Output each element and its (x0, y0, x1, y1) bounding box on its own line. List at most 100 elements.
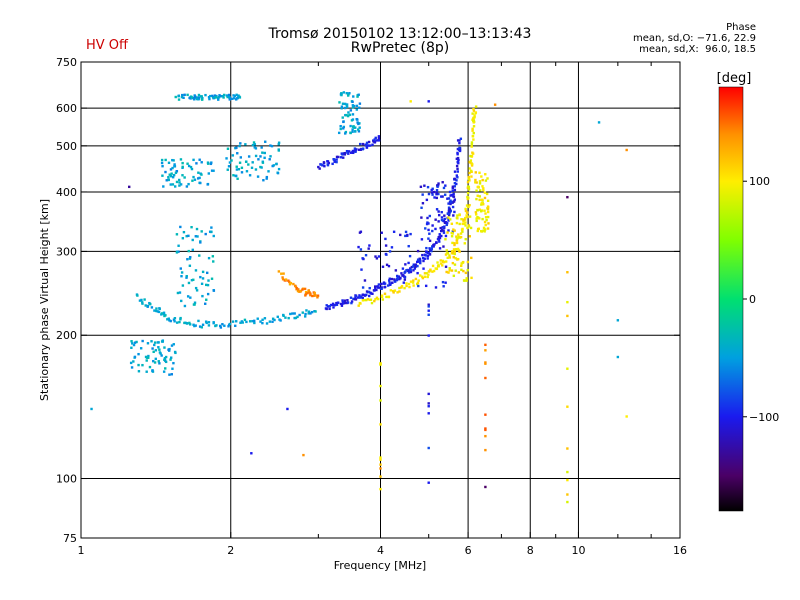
cluster-point (228, 98, 231, 101)
x-tick-label: 1 (78, 544, 85, 557)
cluster-point (404, 263, 407, 266)
cluster-point (478, 195, 482, 198)
data-points (90, 91, 628, 504)
cluster-point (275, 162, 278, 166)
trace-point (389, 289, 393, 292)
cluster-point (455, 236, 459, 239)
cluster-point (245, 160, 248, 163)
cluster-point (425, 246, 428, 250)
cluster-point (431, 187, 434, 190)
cluster-point (476, 227, 480, 231)
x-tick-label: 8 (527, 544, 534, 557)
trace-point (469, 154, 472, 158)
cluster-point (390, 246, 394, 249)
cluster-point (215, 94, 218, 98)
cluster-point (197, 171, 200, 174)
cluster-point (277, 148, 280, 151)
trace-point (358, 294, 361, 297)
cluster-point (132, 360, 135, 363)
cluster-point (212, 169, 215, 172)
trace-point (405, 282, 408, 285)
trace-point (179, 318, 182, 321)
cluster-point (437, 213, 441, 217)
cluster-point (167, 178, 171, 182)
cluster-point (131, 342, 134, 345)
trace-point (400, 272, 403, 275)
cluster-point (173, 185, 177, 188)
cluster-point (235, 93, 238, 97)
trace-point (205, 321, 208, 325)
cluster-point (171, 158, 174, 162)
trace-point (325, 307, 328, 311)
cluster-point (164, 367, 167, 370)
trace-point (455, 157, 459, 160)
trace-point (282, 272, 285, 275)
cluster-point (460, 217, 463, 221)
trace-point (472, 107, 475, 111)
cluster-point (358, 126, 361, 129)
cluster-point (448, 269, 451, 272)
cluster-point (200, 282, 204, 286)
cluster-point (447, 229, 450, 232)
trace-point (328, 307, 331, 311)
cluster-point (428, 239, 432, 243)
cluster-point (141, 339, 144, 343)
trace-point (447, 213, 451, 217)
cluster-point (171, 183, 175, 186)
trace-point (472, 138, 475, 141)
cluster-point (450, 222, 454, 226)
trace-point (411, 281, 415, 284)
cluster-point (420, 238, 424, 241)
trace-point (392, 291, 395, 294)
cluster-point (236, 97, 239, 100)
cluster-point (205, 298, 208, 301)
phase-stats: Phase mean, sd,O: −71.6, 22.9 mean, sd,X… (633, 22, 756, 55)
cluster-point (402, 281, 405, 284)
trace-point (335, 301, 338, 305)
cluster-point (447, 202, 450, 205)
trace-point (459, 235, 463, 239)
streak-point (379, 362, 382, 365)
cluster-point (193, 94, 196, 97)
streak-point (427, 334, 430, 337)
trace-point (388, 283, 392, 286)
x-axis-label: Frequency [MHz] (334, 559, 426, 572)
cluster-point (269, 155, 272, 158)
trace-point (284, 316, 287, 319)
cluster-point (185, 234, 188, 238)
trace-point (469, 159, 473, 162)
cluster-point (437, 210, 440, 213)
trace-point (456, 151, 459, 155)
trace-point (179, 316, 182, 320)
cluster-point (188, 96, 191, 100)
cluster-point (428, 232, 431, 235)
trace-point (448, 254, 451, 257)
cluster-point (486, 208, 490, 211)
cluster-point (169, 358, 172, 361)
cluster-point (265, 175, 269, 179)
trace-point (471, 112, 474, 115)
trace-point (429, 268, 432, 271)
trace-point (253, 319, 256, 323)
trace-point (457, 158, 460, 162)
cluster-point (353, 126, 356, 129)
cluster-point (476, 229, 479, 233)
trace-point (423, 275, 427, 278)
cluster-point (225, 157, 228, 160)
cluster-point (427, 222, 430, 225)
cluster-point (137, 363, 140, 367)
cluster-point (440, 195, 443, 198)
cluster-point (364, 254, 368, 257)
trace-point (283, 279, 286, 282)
cluster-point (351, 104, 355, 107)
cluster-point (209, 94, 212, 98)
cluster-point (245, 170, 249, 173)
cluster-point (475, 197, 478, 201)
trace-point (472, 121, 475, 124)
streak-point (484, 349, 487, 352)
cluster-point (157, 360, 160, 363)
trace-point (377, 135, 381, 138)
trace-point (377, 139, 381, 142)
cluster-point (186, 93, 189, 97)
trace-point (458, 139, 461, 142)
